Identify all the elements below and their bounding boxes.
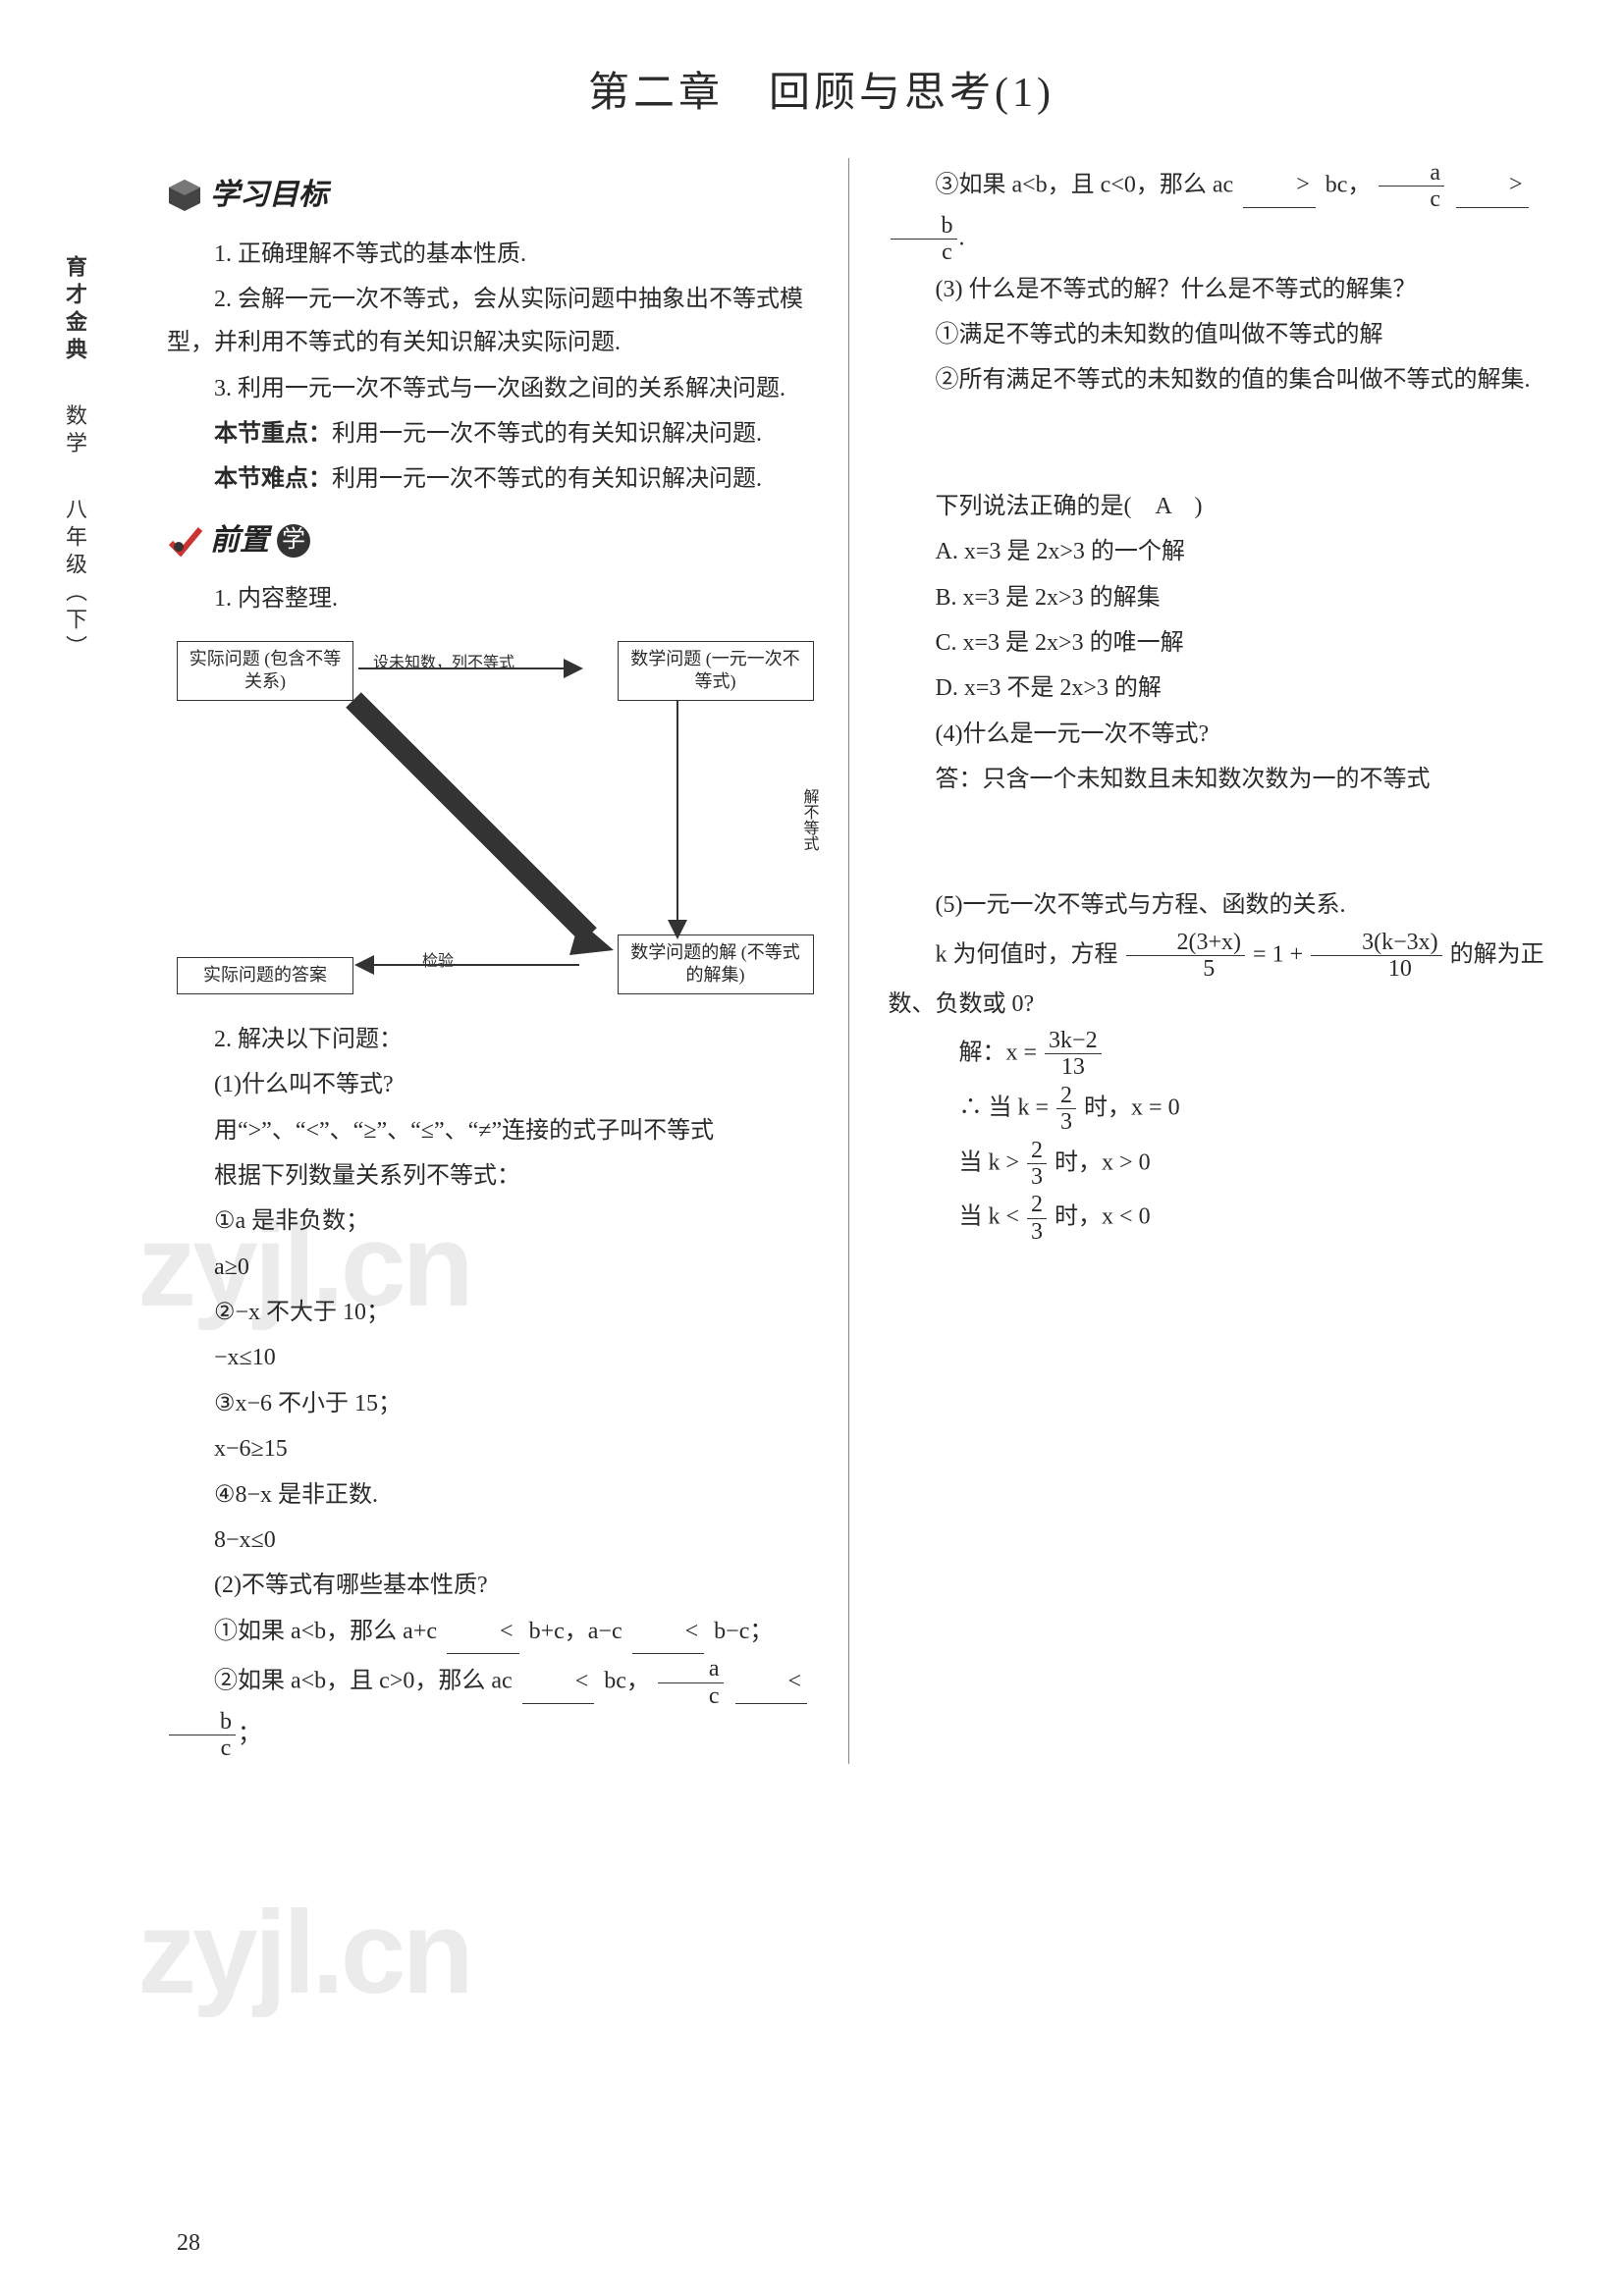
q5-frac2: 3(k−3x)10 [1311, 930, 1442, 983]
mc-a: A. x=3 是 2x>3 的一个解 [889, 530, 1545, 573]
check-person-icon [167, 523, 202, 559]
frac-ac2: ac [1379, 160, 1444, 213]
q5-sol4: 当 k < 23 时，x < 0 [889, 1192, 1545, 1245]
goals-heading: 学习目标 [167, 168, 328, 223]
prestudy-heading-text: 前置 [210, 513, 269, 568]
blank-lt4: < [735, 1660, 808, 1704]
goal-1: 1. 正确理解不等式的基本性质. [167, 233, 824, 276]
q5-sol1: 解：x = 3k−213 [889, 1028, 1545, 1081]
q2-1a: ①如果 a<b，那么 a+c [214, 1619, 437, 1644]
q2-3b: bc， [1325, 172, 1372, 197]
keypoint-text: 利用一元一次不等式的有关知识解决问题. [332, 421, 762, 447]
flowchart: 实际问题 (包含不等关系) 数学问题 (一元一次不等式) 实际问题的答案 数学问… [167, 631, 824, 1004]
prestudy-item2: 2. 解决以下问题： [167, 1018, 824, 1061]
frac-ac: ac [658, 1656, 724, 1709]
mc-d: D. x=3 不是 2x>3 的解 [889, 667, 1545, 710]
q5-sol3: 当 k > 23 时，x > 0 [889, 1138, 1545, 1191]
prestudy-heading: 前置 学 [167, 513, 310, 568]
q5-stem-a: k 为何值时，方程 [936, 941, 1118, 967]
right-column: ③如果 a<b，且 c<0，那么 ac > bc， ac > bc. (3) 什… [879, 158, 1545, 1764]
q5-sol2: ∴ 当 k = 23 时，x = 0 [889, 1083, 1545, 1136]
q2-2b: bc， [604, 1669, 650, 1694]
q5-stem: k 为何值时，方程 2(3+x)5 = 1 + 3(k−3x)10 的解为正数、… [889, 930, 1545, 1026]
q4: (4)什么是一元一次不等式? [889, 713, 1545, 756]
q3-ans2: ②所有满足不等式的未知数的值的集合叫做不等式的解集. [889, 358, 1545, 401]
blank-lt2: < [632, 1610, 705, 1654]
q2-1: ①如果 a<b，那么 a+c < b+c，a−c < b−c； [167, 1610, 824, 1654]
spine-subject: 数学 [63, 404, 87, 459]
q2-1b: b+c，a−c [529, 1619, 622, 1644]
q2-3a: ③如果 a<b，且 c<0，那么 ac [936, 172, 1234, 197]
frac-bc: bc [169, 1709, 236, 1762]
sub2: ②−x 不大于 10； [167, 1291, 824, 1334]
watermark-2: zyjl.cn [137, 1885, 470, 2020]
page-number: 28 [177, 2230, 200, 2257]
spine-series: 育才金典 [63, 255, 87, 365]
cube-icon [167, 178, 202, 213]
goal-2: 2. 会解一元一次不等式，会从实际问题中抽象出不等式模型，并利用不等式的有关知识… [167, 278, 824, 365]
keypoint: 本节重点：利用一元一次不等式的有关知识解决问题. [167, 412, 824, 455]
q2-3: ③如果 a<b，且 c<0，那么 ac > bc， ac > bc. [889, 160, 1545, 266]
hardpoint: 本节难点：利用一元一次不等式的有关知识解决问题. [167, 457, 824, 501]
goals-heading-text: 学习目标 [210, 168, 328, 223]
sub2-ans: −x≤10 [167, 1336, 824, 1379]
left-column: 学习目标 1. 正确理解不等式的基本性质. 2. 会解一元一次不等式，会从实际问… [167, 158, 849, 1764]
q2: (2)不等式有哪些基本性质? [167, 1564, 824, 1607]
q4-ans: 答：只含一个未知数且未知数次数为一的不等式 [889, 758, 1545, 801]
mc-c: C. x=3 是 2x>3 的唯一解 [889, 621, 1545, 665]
goal-3: 3. 利用一元一次不等式与一次函数之间的关系解决问题. [167, 367, 824, 410]
q3-ans1: ①满足不等式的未知数的值叫做不等式的解 [889, 313, 1545, 356]
sub1-ans: a≥0 [167, 1246, 824, 1289]
page-title: 第二章 回顾与思考(1) [98, 59, 1544, 119]
q2-2: ②如果 a<b，且 c>0，那么 ac < bc， ac < bc； [167, 1656, 824, 1762]
hardpoint-label: 本节难点： [214, 466, 332, 492]
hardpoint-text: 利用一元一次不等式的有关知识解决问题. [332, 466, 762, 492]
q5-sol1-frac: 3k−213 [1045, 1028, 1102, 1081]
spine-label: 育才金典 数学 八年级（下） [59, 255, 90, 663]
flow-arrows [167, 631, 824, 1004]
sub4-ans: 8−x≤0 [167, 1519, 824, 1562]
sub4: ④8−x 是非正数. [167, 1473, 824, 1517]
blank-lt3: < [522, 1660, 595, 1704]
q3: (3) 什么是不等式的解？什么是不等式的解集？ [889, 268, 1545, 311]
q5-frac1: 2(3+x)5 [1126, 930, 1246, 983]
q2-2a: ②如果 a<b，且 c>0，那么 ac [214, 1669, 513, 1694]
blank-gt2: > [1456, 163, 1529, 207]
q5: (5)一元一次不等式与方程、函数的关系. [889, 883, 1545, 927]
q1: (1)什么叫不等式? [167, 1063, 824, 1106]
sub3-ans: x−6≥15 [167, 1427, 824, 1470]
frac-bc2: bc [891, 213, 957, 266]
mc-b: B. x=3 是 2x>3 的解集 [889, 576, 1545, 619]
blank-gt1: > [1243, 163, 1316, 207]
spine-grade: 八年级（下） [63, 498, 87, 663]
q2-1c: b−c； [714, 1619, 773, 1644]
prestudy-item1: 1. 内容整理. [167, 577, 824, 620]
prestudy-suffix-icon: 学 [277, 524, 310, 558]
blank-lt1: < [447, 1610, 519, 1654]
sub1: ①a 是非负数； [167, 1200, 824, 1243]
two-column-layout: 学习目标 1. 正确理解不等式的基本性质. 2. 会解一元一次不等式，会从实际问… [167, 158, 1544, 1764]
mc-stem: 下列说法正确的是( A ) [889, 485, 1545, 528]
q1-answer: 用“>”、“<”、“≥”、“≤”、“≠”连接的式子叫不等式 [167, 1109, 824, 1152]
keypoint-label: 本节重点： [214, 421, 332, 447]
q1-sub: 根据下列数量关系列不等式： [167, 1154, 824, 1198]
sub3: ③x−6 不小于 15； [167, 1382, 824, 1425]
q5-sol1-label: 解：x = [959, 1040, 1038, 1065]
